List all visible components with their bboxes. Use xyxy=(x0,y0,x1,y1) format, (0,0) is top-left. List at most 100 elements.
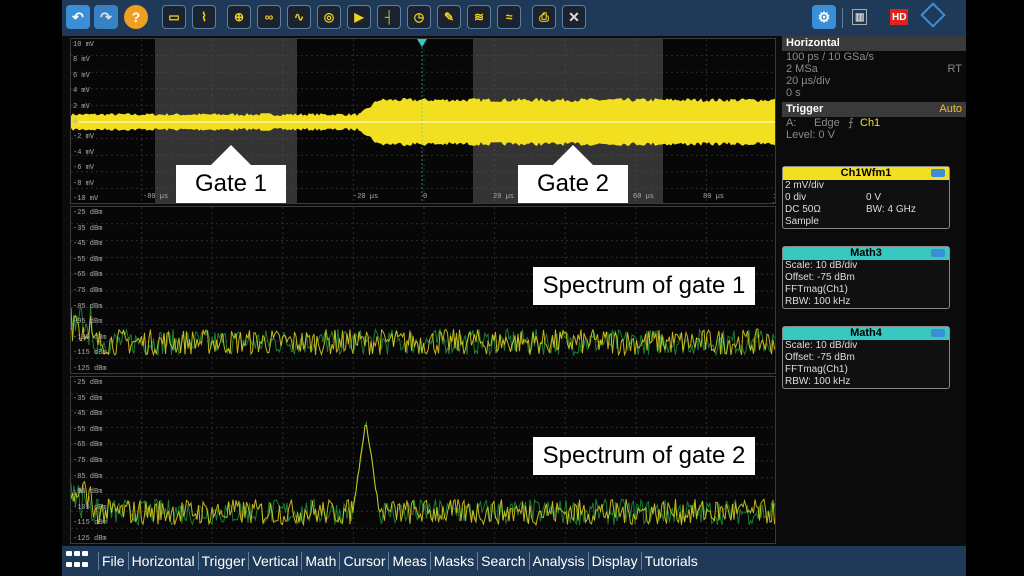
y-tick-label: -105 dBm xyxy=(73,503,107,512)
side-panel: Horizontal 100 ps / 10 GSa/s 2 MSa RT 20 … xyxy=(778,36,966,546)
math4-row: Scale: 10 dB/div xyxy=(785,340,858,351)
horizontal-row: 2 MSa RT xyxy=(786,63,962,75)
y-tick-label: 2 mV xyxy=(73,102,90,111)
fft-alt-icon[interactable]: ≈ xyxy=(497,5,521,29)
autoset-icon[interactable]: ⌇ xyxy=(192,5,216,29)
ch1-row: Sample xyxy=(785,216,819,227)
y-tick-label: -65 dBm xyxy=(73,441,103,450)
trash-icon[interactable]: ✕ xyxy=(562,5,586,29)
y-tick-label: -85 dBm xyxy=(73,302,103,311)
x-tick-label: 60 µs xyxy=(633,193,655,201)
ch1-row: 0 div 0 V xyxy=(785,192,882,203)
y-tick-label: -45 dBm xyxy=(73,240,103,249)
y-tick-label: -95 dBm xyxy=(73,488,103,497)
menu-trigger[interactable]: Trigger xyxy=(197,552,249,570)
horizontal-row: 100 ps / 10 GSa/s xyxy=(786,51,875,63)
menu-file[interactable]: File xyxy=(98,552,128,570)
undo-icon[interactable]: ↶ xyxy=(66,5,90,29)
waveform-panel[interactable]: 10 mV 8 mV 6 mV 4 mV 2 mV 0 -2 mV -4 mV -6 mV -8 … xyxy=(70,38,776,204)
ch1-row: DC 50Ω BW: 4 GHz xyxy=(785,204,916,215)
folder-icon[interactable]: ▭ xyxy=(162,5,186,29)
y-tick-label: -55 dBm xyxy=(73,255,103,264)
y-tick-label: 0 xyxy=(73,118,78,126)
spectrum1-panel[interactable]: -25 dBm -35 dBm -45 dBm -55 dBm -65 dBm -75 d… xyxy=(70,206,776,374)
menu-math[interactable]: Math xyxy=(301,552,339,570)
menu-cursor[interactable]: Cursor xyxy=(339,552,388,570)
y-tick-label: -115 dBm xyxy=(73,519,107,528)
x-tick-label: -80 µs xyxy=(143,193,169,201)
math4-row: RBW: 100 kHz xyxy=(785,376,851,387)
toolbar: ↶ ↷ ? ▭ ⌇ ⊕ ∞ ∿ ◎ ▶ ┤ ◷ ✎ ≋ ≈ ⎙ ✕ ⚙ ▥ HD xyxy=(62,0,966,36)
y-tick-label: -75 dBm xyxy=(73,287,103,295)
menu-horizontal[interactable]: Horizontal xyxy=(127,552,198,570)
binoculars-icon[interactable]: ∞ xyxy=(257,5,281,29)
cursor-icon[interactable]: ┤ xyxy=(377,5,401,29)
menu-analysis[interactable]: Analysis xyxy=(528,552,588,570)
toolbar-divider xyxy=(842,8,843,28)
y-tick-label: -125 dBm xyxy=(73,535,107,543)
math3-card[interactable]: Math3 Scale: 10 dB/div Offset: -75 dBm F… xyxy=(782,246,950,309)
horizontal-row: 0 s xyxy=(786,87,801,99)
oscilloscope-frame: ↶ ↷ ? ▭ ⌇ ⊕ ∞ ∿ ◎ ▶ ┤ ◷ ✎ ≋ ≈ ⎙ ✕ ⚙ ▥ HD… xyxy=(62,0,966,576)
math3-title: Math3 xyxy=(783,247,949,260)
spectrum2-panel[interactable]: -25 dBm -35 dBm -45 dBm -55 dBm -65 dBm -75 d… xyxy=(70,376,776,544)
gate1-arrow xyxy=(211,145,251,165)
y-tick-label: -105 dBm xyxy=(73,333,107,342)
gate-icon[interactable]: ▶ xyxy=(347,5,371,29)
ch1-offset-marker[interactable] xyxy=(71,118,79,126)
ch1-card[interactable]: Ch1Wfm1 2 mV/div 0 div 0 V DC 50Ω BW: 4 GH… xyxy=(782,166,950,229)
y-tick-label: -55 dBm xyxy=(73,425,103,434)
menu-vertical[interactable]: Vertical xyxy=(248,552,301,570)
gate2-arrow xyxy=(553,145,593,165)
pen-icon[interactable]: ✎ xyxy=(437,5,461,29)
y-tick-label: 6 mV xyxy=(73,71,90,80)
y-tick-label: -10 mV xyxy=(73,195,99,203)
math4-row: FFTmag(Ch1) xyxy=(785,364,848,375)
math4-card[interactable]: Math4 Scale: 10 dB/div Offset: -75 dBm F… xyxy=(782,326,950,389)
gear-icon[interactable]: ⚙ xyxy=(812,5,836,29)
y-tick-label: -45 dBm xyxy=(73,410,103,419)
menu-display[interactable]: Display xyxy=(587,552,641,570)
trigger-marker-icon[interactable] xyxy=(417,39,427,47)
menu-masks[interactable]: Masks xyxy=(429,552,477,570)
ch1-title: Ch1Wfm1 xyxy=(783,167,949,180)
redo-icon[interactable]: ↷ xyxy=(94,5,118,29)
help-icon[interactable]: ? xyxy=(124,5,148,29)
battery-icon: ▥ xyxy=(852,9,868,25)
trigger-source-row: A: Edge ⨍ Ch1 xyxy=(786,117,881,129)
minimize-icon[interactable] xyxy=(931,329,945,337)
fft-tool-icon[interactable]: ∿ xyxy=(287,5,311,29)
zoom-icon[interactable]: ⊕ xyxy=(227,5,251,29)
y-tick-label: -25 dBm xyxy=(73,209,103,217)
print-icon[interactable]: ⎙ xyxy=(532,5,556,29)
y-tick-label: -65 dBm xyxy=(73,271,103,280)
minimize-icon[interactable] xyxy=(931,249,945,257)
minimize-icon[interactable] xyxy=(931,169,945,177)
menu-tutorials[interactable]: Tutorials xyxy=(640,552,701,570)
y-tick-label: 8 mV xyxy=(73,56,90,65)
y-tick-label: -35 dBm xyxy=(73,394,103,403)
horizontal-info[interactable]: Horizontal 100 ps / 10 GSa/s 2 MSa RT 20 … xyxy=(782,36,966,99)
horizontal-row: 20 µs/div xyxy=(786,75,831,87)
menu-meas[interactable]: Meas xyxy=(388,552,429,570)
y-tick-label: -8 mV xyxy=(73,179,95,188)
trigger-header: Trigger Auto xyxy=(782,102,966,117)
fft-icon[interactable]: ≋ xyxy=(467,5,491,29)
apps-grid-icon[interactable] xyxy=(66,551,92,571)
spectrum1-callout: Spectrum of gate 1 xyxy=(533,267,755,305)
spectrum1-plot xyxy=(71,207,775,373)
menu-search[interactable]: Search xyxy=(477,552,528,570)
mask-icon[interactable]: ◎ xyxy=(317,5,341,29)
y-tick-label: -6 mV xyxy=(73,164,95,173)
waveform-plot xyxy=(71,39,775,203)
trigger-info[interactable]: Trigger Auto A: Edge ⨍ Ch1 Level: 0 V xyxy=(782,102,966,141)
rising-edge-icon: ⨍ xyxy=(848,117,854,129)
rs-logo-icon xyxy=(920,2,946,28)
y-tick-label: -125 dBm xyxy=(73,365,107,373)
ch1-row: 2 mV/div xyxy=(785,180,824,191)
x-tick-label: 0 xyxy=(423,193,428,201)
y-tick-label: 10 mV xyxy=(73,41,95,49)
y-tick-label: -4 mV xyxy=(73,148,95,157)
gate1-callout: Gate 1 xyxy=(176,165,286,203)
timer-icon[interactable]: ◷ xyxy=(407,5,431,29)
